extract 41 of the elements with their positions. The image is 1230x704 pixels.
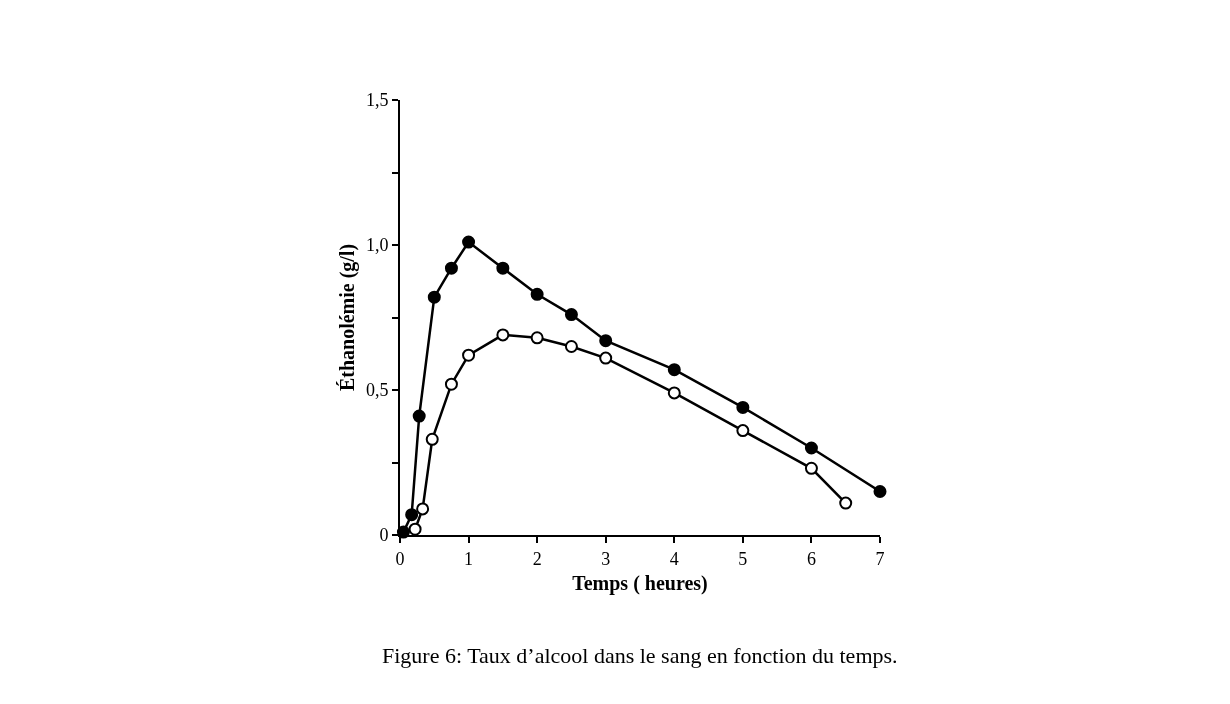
x-tick-label: 7 [875, 548, 885, 569]
point [736, 424, 750, 438]
point [462, 348, 476, 362]
x-tick-label: 3 [601, 548, 611, 569]
point [427, 290, 441, 304]
point [530, 331, 544, 345]
y-tick-label: 0,5 [365, 380, 389, 401]
point [496, 328, 510, 342]
y-tick-label: 0 [379, 525, 389, 546]
point [405, 508, 419, 522]
point [530, 287, 544, 301]
x-tick-label: 4 [669, 548, 679, 569]
x-tick-label: 6 [806, 548, 816, 569]
point [839, 496, 853, 510]
x-axis-title: Temps ( heures) [572, 571, 708, 595]
point [425, 432, 439, 446]
point [736, 400, 750, 414]
point [564, 308, 578, 322]
point [873, 485, 887, 498]
point [444, 261, 458, 275]
point [444, 377, 458, 391]
point [462, 235, 476, 249]
y-tick-label: 1,0 [365, 235, 389, 256]
point [416, 502, 430, 516]
caption: Figure 6: Taux d’alcool dans le sang en fonction du temps. [382, 643, 898, 668]
y-tick-label: 1,5 [365, 90, 389, 111]
point [599, 334, 613, 348]
point [564, 340, 578, 353]
point [412, 409, 426, 423]
point [408, 522, 422, 536]
point [667, 363, 681, 377]
point [804, 441, 818, 455]
x-tick-label: 2 [532, 548, 542, 569]
x-tick-label: 0 [395, 548, 405, 569]
x-tick-label: 5 [738, 548, 748, 569]
point [667, 386, 681, 400]
point [496, 261, 510, 275]
x-tick-label: 1 [464, 548, 474, 569]
point [804, 461, 818, 475]
point [599, 351, 613, 365]
y-axis-title: Éthanolémie (g/l) [335, 243, 359, 392]
